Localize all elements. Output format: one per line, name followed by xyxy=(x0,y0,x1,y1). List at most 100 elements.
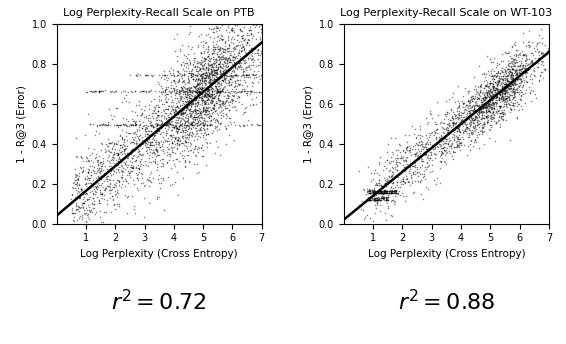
Point xyxy=(203,107,212,113)
Point xyxy=(528,80,537,86)
Point xyxy=(121,122,130,128)
Point xyxy=(210,68,219,74)
Point xyxy=(213,80,222,85)
Point xyxy=(504,63,513,68)
Point xyxy=(399,180,408,185)
Point xyxy=(83,173,92,178)
Point xyxy=(462,124,471,130)
Point xyxy=(487,77,496,82)
Point xyxy=(191,109,200,115)
Point xyxy=(126,168,135,173)
Point xyxy=(231,60,241,65)
Point xyxy=(226,52,235,58)
Point xyxy=(215,92,224,98)
Point xyxy=(498,92,507,97)
Point xyxy=(135,160,144,165)
Point xyxy=(157,114,166,119)
Point xyxy=(186,110,195,116)
Point xyxy=(112,162,121,168)
Point xyxy=(119,95,128,100)
Point xyxy=(418,151,427,157)
Point xyxy=(131,130,140,135)
Point xyxy=(398,193,408,199)
Point xyxy=(190,146,199,152)
Point xyxy=(156,123,165,128)
Point xyxy=(505,73,514,79)
Point xyxy=(185,125,194,130)
Point xyxy=(132,121,141,127)
Point xyxy=(424,131,434,136)
Point xyxy=(171,107,180,113)
Point xyxy=(92,185,101,191)
Point xyxy=(186,89,195,94)
Point xyxy=(445,120,454,126)
Point xyxy=(115,182,124,187)
Point xyxy=(525,85,534,90)
Point xyxy=(406,166,415,172)
Point xyxy=(157,141,166,147)
Point xyxy=(193,42,202,48)
Point xyxy=(130,119,139,125)
Point xyxy=(470,125,479,131)
Point xyxy=(474,63,483,68)
Point xyxy=(241,42,250,48)
Point xyxy=(470,86,479,92)
Point xyxy=(499,101,508,107)
Point xyxy=(475,87,484,93)
Point xyxy=(511,98,520,103)
Point xyxy=(491,93,500,99)
Point xyxy=(203,93,212,98)
Point xyxy=(181,114,190,120)
Point xyxy=(376,188,385,193)
Point xyxy=(382,188,391,193)
Point xyxy=(401,169,410,174)
Point xyxy=(188,120,197,125)
Point xyxy=(96,200,105,205)
Point xyxy=(244,117,253,122)
Point xyxy=(230,64,239,69)
Point xyxy=(511,74,520,79)
Point xyxy=(223,18,232,23)
Point xyxy=(194,89,203,94)
Point xyxy=(155,73,164,78)
Point xyxy=(478,72,487,77)
Point xyxy=(208,69,217,75)
Point xyxy=(231,90,241,96)
Point xyxy=(169,122,178,128)
Point xyxy=(162,130,171,136)
Point xyxy=(200,55,209,61)
Point xyxy=(120,146,129,151)
Point xyxy=(162,128,171,133)
Point xyxy=(218,72,228,77)
Point xyxy=(497,84,506,89)
Point xyxy=(499,91,508,96)
Point xyxy=(417,142,426,147)
Point xyxy=(151,127,160,133)
Point xyxy=(494,118,503,123)
Point xyxy=(423,146,432,151)
Point xyxy=(179,148,188,153)
Point xyxy=(112,166,121,172)
Point xyxy=(368,188,378,193)
Point xyxy=(185,133,194,138)
Point xyxy=(123,155,132,161)
Point xyxy=(442,127,451,133)
Point xyxy=(156,75,165,80)
Point xyxy=(151,161,160,166)
Point xyxy=(179,88,188,94)
Point xyxy=(89,169,98,174)
Point xyxy=(410,161,419,166)
Point xyxy=(102,122,111,128)
Point xyxy=(483,84,492,89)
Point xyxy=(104,184,113,189)
Point xyxy=(411,164,420,170)
Point xyxy=(200,122,209,127)
Point xyxy=(184,98,193,104)
Point xyxy=(190,55,199,61)
Point xyxy=(145,150,155,155)
Point xyxy=(414,132,423,138)
Point xyxy=(161,123,170,128)
Point xyxy=(238,55,247,60)
Point xyxy=(488,100,498,106)
Point xyxy=(237,89,246,95)
